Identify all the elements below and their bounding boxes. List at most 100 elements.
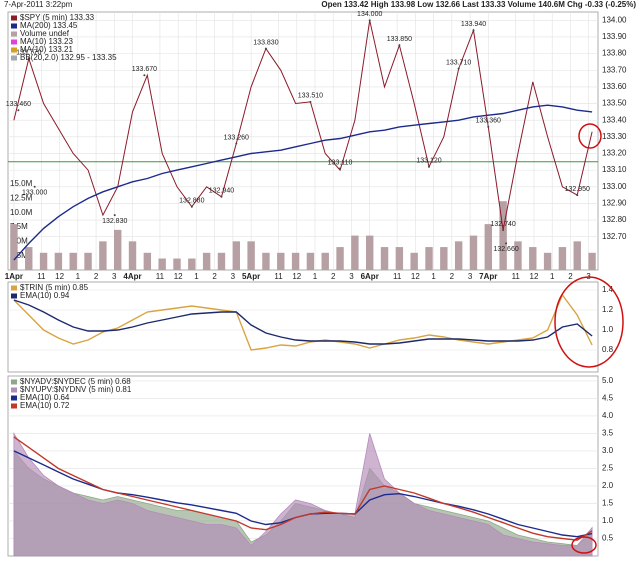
volume-bar <box>113 229 122 270</box>
annotation-label: 133.120 <box>416 158 441 165</box>
x-tick-label: 11 <box>156 272 165 281</box>
volume-bar <box>143 252 152 270</box>
line <box>13 436 593 541</box>
annotation-point <box>398 44 401 47</box>
y-tick-label: 2.0 <box>602 481 614 490</box>
y2-tick-label: 7.5M <box>10 222 28 231</box>
legend-entry: EMA(10) 0.72 <box>20 401 70 410</box>
y-tick-label: 4.0 <box>602 411 614 420</box>
volume-bar <box>543 252 552 270</box>
y-tick-label: 1.0 <box>602 516 614 525</box>
header-date: 7-Apr-2011 3:22pm <box>4 0 73 9</box>
y-tick-label: 134.00 <box>602 15 627 24</box>
y-tick-label: 133.40 <box>602 115 627 124</box>
annotation-point <box>17 109 20 112</box>
annotation-label: 133.830 <box>253 39 278 46</box>
y-tick-label: 132.90 <box>602 199 627 208</box>
annotation-label: 133.110 <box>328 159 353 166</box>
annotation-point <box>264 47 267 50</box>
y-tick-label: 1.4 <box>602 285 614 294</box>
x-tick-label: 3 <box>349 272 354 281</box>
volume-bar <box>25 247 33 270</box>
volume-bar <box>158 258 166 270</box>
legend-entry: BB(20,2.0) 132.95 - 133.35 <box>20 53 117 62</box>
volume-bar <box>469 235 478 270</box>
x-tick-label: 1 <box>431 272 436 281</box>
annotation-label: 133.670 <box>132 66 157 73</box>
volume-bar <box>99 241 107 270</box>
y-tick-label: 133.30 <box>602 132 627 141</box>
annotation-point <box>487 125 490 128</box>
annotation-point <box>428 165 431 168</box>
header-quote: Open 133.42 High 133.98 Low 132.66 Last … <box>321 0 636 9</box>
x-tick-label: 4Apr <box>123 272 141 281</box>
volume-bar <box>232 241 240 270</box>
annotation-point <box>339 167 342 170</box>
line <box>13 20 593 231</box>
y-tick-label: 133.70 <box>602 65 627 74</box>
volume-bar <box>484 224 493 270</box>
line <box>13 104 593 261</box>
legend-entry: EMA(10) 0.94 <box>20 291 70 300</box>
annotation-point <box>309 100 312 103</box>
x-tick-label: 2 <box>450 272 455 281</box>
legend-swatch <box>11 47 17 53</box>
x-tick-label: 2 <box>212 272 217 281</box>
annotation-point <box>457 67 460 70</box>
x-tick-label: 1 <box>194 272 199 281</box>
legend-swatch <box>11 23 17 29</box>
annotation-point <box>576 194 579 197</box>
y-tick-label: 3.0 <box>602 446 614 455</box>
y-tick-label: 5.0 <box>602 376 614 385</box>
y-tick-label: 133.60 <box>602 82 627 91</box>
x-tick-label: 1 <box>313 272 318 281</box>
x-tick-label: 3 <box>468 272 473 281</box>
volume-bar <box>558 247 567 270</box>
legend-entry: Volume undef <box>20 29 70 38</box>
annotation-point <box>505 242 508 245</box>
legend-swatch <box>11 285 17 291</box>
annotation-point <box>235 142 238 145</box>
legend-entry: MA(200) 133.45 <box>20 21 78 30</box>
annotation-label: 133.360 <box>476 118 501 125</box>
x-tick-label: 12 <box>55 272 64 281</box>
annotation-label: 133.940 <box>461 21 486 28</box>
volume-bar <box>573 241 581 270</box>
annotation-label: 133.850 <box>387 36 412 43</box>
y-tick-label: 0.5 <box>602 534 614 543</box>
y-tick-label: 133.00 <box>602 182 627 191</box>
volume-bar <box>247 241 255 270</box>
y2-tick-label: 15.0M <box>10 179 33 188</box>
x-tick-label: 2 <box>568 272 573 281</box>
x-tick-label: 2 <box>331 272 336 281</box>
y-tick-label: 1.5 <box>602 499 614 508</box>
volume-bar <box>10 224 18 270</box>
x-tick-label: 11 <box>393 272 402 281</box>
y-tick-label: 132.80 <box>602 215 627 224</box>
volume-bar <box>351 235 359 270</box>
volume-bar <box>217 252 226 270</box>
annotation-point <box>27 57 30 60</box>
volume-bar <box>366 235 374 270</box>
legend-swatch <box>11 55 17 61</box>
annotation-label: 132.940 <box>209 188 234 195</box>
annotation-label: 133.260 <box>224 134 249 141</box>
volume-bar <box>380 247 389 270</box>
volume-bar <box>84 252 92 270</box>
legend-entry: $NYADV:$NYDEC (5 min) 0.68 <box>20 377 131 386</box>
volume-bar <box>306 252 315 270</box>
volume-bar <box>410 252 418 270</box>
volume-bar <box>529 247 537 270</box>
volume-bar <box>395 247 404 270</box>
y-tick-label: 133.20 <box>602 149 627 158</box>
annotation-label: 132.660 <box>493 246 518 253</box>
annotation-point <box>220 195 223 198</box>
volume-bar <box>69 252 77 270</box>
annotation-label: 132.740 <box>490 221 515 228</box>
legend-entry: $TRIN (5 min) 0.85 <box>20 283 89 292</box>
x-tick-label: 1Apr <box>5 272 23 281</box>
volume-bar <box>454 241 463 270</box>
y-tick-label: 3.5 <box>602 429 614 438</box>
volume-bar <box>588 252 596 270</box>
volume-bar <box>173 258 181 270</box>
